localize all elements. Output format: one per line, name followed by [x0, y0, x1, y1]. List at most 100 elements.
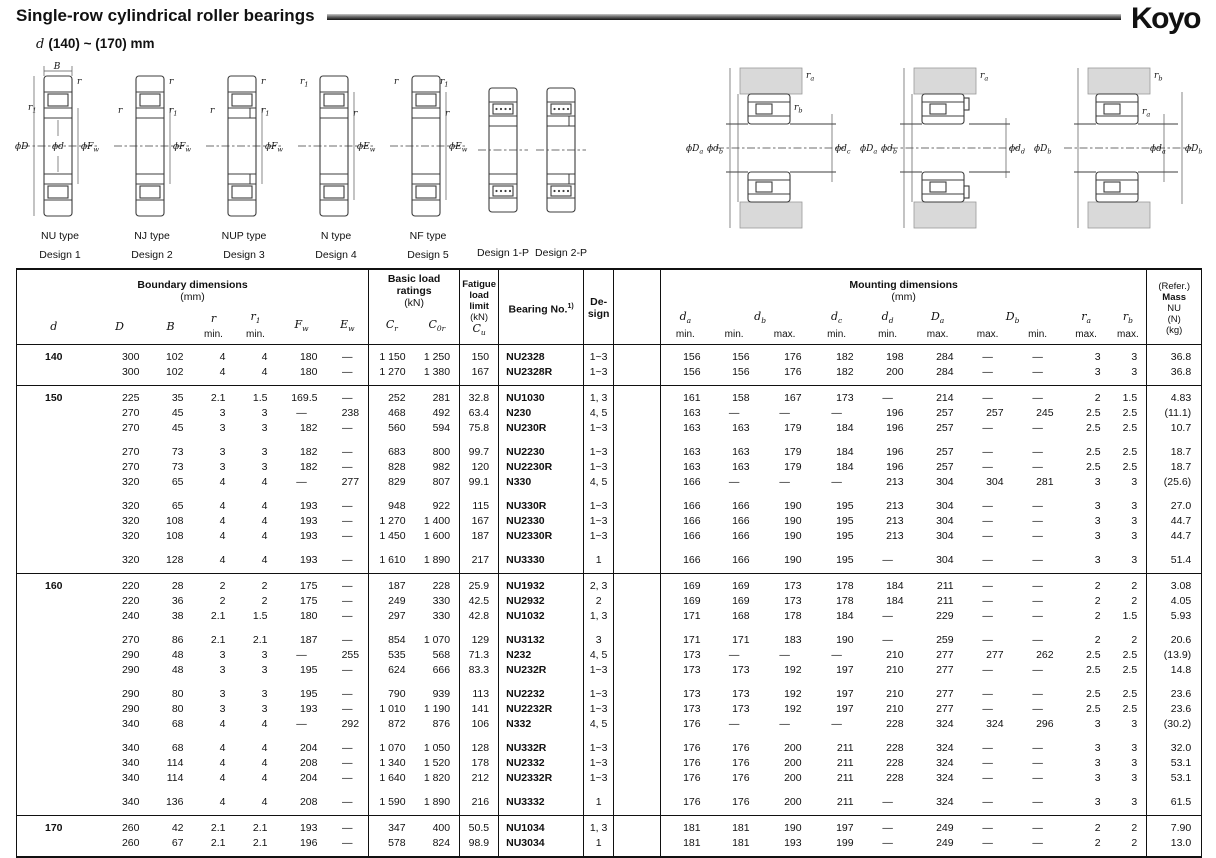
cell-da: 163 [660, 460, 710, 476]
cell-C0r: 1 520 [423, 757, 451, 770]
cell-db-min: 176 [732, 772, 750, 785]
cell-rb: 3 [1131, 530, 1138, 543]
cell-dd: 210 [886, 703, 904, 716]
cell-ra: 2 [1094, 595, 1101, 608]
cell-db-min: 171 [732, 634, 750, 647]
cell-Cr: 1 070 [368, 732, 415, 757]
cell-r: 4 [219, 554, 226, 567]
table-row: 290 80 3 3 193 — 1 010 1 190 141 NU2232R 1~3 173 173… [17, 702, 1202, 718]
cell-Da: 229 [936, 610, 954, 623]
cell-mass: 36.8 [1146, 365, 1202, 386]
cell-Da: 324 [936, 742, 954, 755]
cell-D: 340 [121, 757, 140, 770]
cell-B: 128 [165, 554, 184, 567]
cell-db-max: 173 [784, 595, 802, 608]
cell-db-min: 163 [732, 446, 750, 459]
cell-db-max: 167 [784, 392, 802, 405]
cell-dc: 197 [836, 703, 854, 716]
cell-Fw: 193 [299, 554, 318, 567]
cell-db-max: 179 [784, 461, 802, 474]
cell-d [17, 594, 91, 609]
cell-Cr: 560 [368, 421, 415, 437]
table-row: 340 68 4 4 204 — 1 070 1 050 128 NU332R 1~3 176 176 2… [17, 732, 1202, 757]
cell-Ew: — [342, 446, 353, 459]
cell-Db-min: — [1032, 554, 1043, 567]
cell-rb: 3 [1131, 796, 1138, 809]
figure-type-label: NF type [409, 230, 447, 242]
cell-dc: 178 [836, 580, 854, 593]
cell-Db-max: — [982, 822, 993, 835]
figure-design-label: Design 2-P [535, 247, 587, 259]
cell-db-min: 163 [732, 422, 750, 435]
cell-rb: 3 [1131, 366, 1138, 379]
cell-D: 220 [121, 595, 140, 608]
cell-B: 80 [171, 688, 184, 701]
cell-Db-min: 296 [1036, 718, 1054, 731]
cell-Cr: 1 610 [368, 544, 415, 574]
dim-label-phiFw: ϕFw [81, 142, 99, 154]
cell-Cu: 167 [459, 365, 499, 386]
cell-mass: 18.7 [1146, 460, 1202, 476]
cell-db-max: 200 [784, 757, 802, 770]
cell-spacer [613, 836, 661, 858]
col-Fw: Fw [294, 318, 309, 334]
cell-ra: 2.5 [1086, 649, 1101, 662]
cell-ra: 3 [1094, 554, 1101, 567]
header-mounting-dimensions: Mounting dimensions (mm) [660, 269, 1147, 310]
cell-D: 320 [121, 476, 140, 489]
table-row: 290 48 3 3 — 255 535 568 71.3 N232 4, 5 173 — — — 210 27… [17, 648, 1202, 664]
cell-r1: 4 [261, 530, 268, 543]
col-db-min: min. [724, 329, 744, 341]
dim-label-r1: r1 [261, 106, 269, 118]
cell-da: 156 [660, 344, 710, 366]
cell-C0r: 1 400 [423, 515, 451, 528]
cell-db-min: 156 [732, 351, 750, 364]
cell-ra: 2.5 [1086, 461, 1101, 474]
cell-Ew: 277 [341, 476, 360, 489]
cell-db-max: 200 [784, 742, 802, 755]
cell-Db-min: — [1032, 422, 1043, 435]
cell-B: 68 [171, 742, 184, 755]
cell-Fw: 180 [299, 610, 318, 623]
cell-C0r: 1 380 [423, 366, 451, 379]
cell-da: 166 [660, 475, 710, 491]
table-row: 340 68 4 4 — 292 872 876 106 N332 4, 5 176 — — — 228 324… [17, 717, 1202, 733]
cell-r1: 4 [261, 476, 268, 489]
col-da-min: min. [660, 328, 710, 345]
cell-D: 320 [121, 554, 140, 567]
col-rb: rb [1122, 310, 1133, 326]
cell-Fw: 182 [299, 461, 318, 474]
cell-C0r: 876 [432, 718, 451, 731]
page-header: Single-row cylindrical roller bearings K… [0, 0, 1216, 34]
cell-Fw: 204 [299, 772, 318, 785]
cell-dc: — [831, 649, 842, 662]
col-r-min: min. [204, 329, 223, 341]
cell-Da: 277 [936, 649, 954, 662]
cell-C0r: 400 [432, 822, 451, 835]
cell-Da: 324 [936, 718, 954, 731]
figure-type-label: NUP type [221, 230, 267, 242]
cell-Cu: 99.7 [459, 436, 499, 461]
cell-Db-max: — [982, 422, 993, 435]
d-group-160: 160 220 28 2 2 175—187 228 25.9 NU1932 2, 3 169 169… [16, 573, 1202, 816]
cell-r1: 2 [261, 595, 268, 608]
cell-design: 1~3 [583, 460, 614, 476]
cell-dc: 211 [836, 772, 854, 785]
col-Db: Db [1005, 310, 1020, 326]
cell-Cr: 872 [368, 717, 415, 733]
cell-dd: 196 [886, 461, 904, 474]
header-fatigue-load-limit: Fatigue load limit (kN) Cu [459, 269, 499, 345]
dim-label-ra: ra [806, 71, 814, 83]
col-ra-max: max. [1075, 329, 1097, 341]
bearing-cross-section-1p [478, 87, 528, 213]
cell-d [17, 717, 91, 732]
cell-da: 169 [660, 573, 710, 595]
cell-dd: — [882, 392, 893, 405]
cell-r: 2.1 [210, 610, 226, 623]
header-bearing-no: Bearing No.1) [498, 269, 584, 345]
table-row: 260 67 2.1 2.1 196 — 578 824 98.9 NU3034 1 181 181 19… [17, 836, 1202, 858]
cell-d [17, 490, 91, 514]
cell-dd: 210 [886, 649, 904, 662]
table-row: 340 114 4 4 204 — 1 640 1 820 212 NU2332R 1~3 176 17… [17, 771, 1202, 787]
cell-dd: 200 [886, 366, 904, 379]
